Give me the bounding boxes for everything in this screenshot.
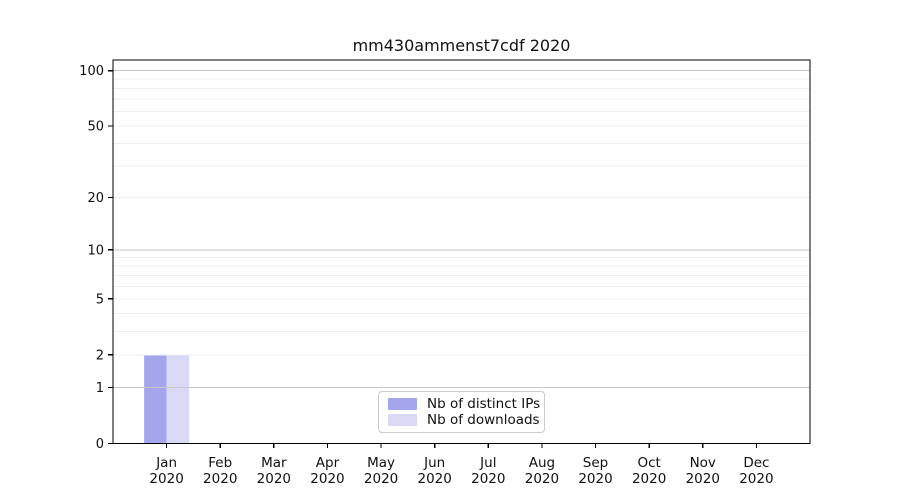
y-tick-label: 5 (96, 292, 104, 307)
legend-swatch-distinct-ips (388, 398, 417, 410)
x-tick-label-year: 2020 (739, 471, 773, 487)
legend: Nb of distinct IPs Nb of downloads (378, 391, 545, 433)
legend-swatch-downloads (388, 414, 417, 426)
x-tick-label-year: 2020 (632, 471, 666, 487)
y-tick-label: 0 (96, 437, 104, 452)
y-tick-label: 10 (87, 243, 104, 258)
x-tick-label-year: 2020 (310, 471, 344, 487)
x-tick-label-year: 2020 (149, 471, 183, 487)
legend-label: Nb of distinct IPs (427, 396, 541, 412)
x-tick-label-year: 2020 (578, 471, 612, 487)
x-tick-label-year: 2020 (418, 471, 452, 487)
x-tick-label-month: Jun (423, 455, 445, 471)
x-tick-label-month: Nov (690, 455, 716, 471)
bar-nb-of-distinct-ips (144, 354, 167, 444)
x-tick-label-month: Jul (479, 455, 496, 471)
chart-title: mm430ammenst7cdf 2020 (352, 36, 571, 55)
x-tick-label-year: 2020 (203, 471, 237, 487)
x-tick-label-month: Aug (529, 455, 555, 471)
bar-nb-of-downloads (166, 354, 190, 444)
x-tick-label-month: Dec (743, 455, 769, 471)
legend-item: Nb of downloads (388, 412, 540, 428)
plot-border (112, 59, 811, 445)
y-tick-label: 2 (96, 348, 104, 363)
x-tick-label-month: Apr (316, 455, 340, 471)
y-tick-label: 1 (96, 381, 104, 396)
y-tick-label: 50 (87, 119, 104, 134)
x-tick-label-month: Oct (637, 455, 660, 471)
legend-label: Nb of downloads (427, 412, 540, 428)
x-tick-label-year: 2020 (257, 471, 291, 487)
x-tick-label-month: Sep (583, 455, 608, 471)
legend-item: Nb of distinct IPs (388, 396, 540, 412)
x-tick-label-year: 2020 (525, 471, 559, 487)
y-tick-label: 20 (87, 191, 104, 206)
x-tick-label-month: May (367, 455, 395, 471)
x-tick-label-month: Jan (155, 455, 177, 471)
x-tick-label-year: 2020 (364, 471, 398, 487)
x-tick-label-year: 2020 (686, 471, 720, 487)
x-tick-label-year: 2020 (471, 471, 505, 487)
y-tick-label: 100 (79, 64, 104, 79)
x-tick-label-month: Mar (261, 455, 287, 471)
x-tick-label-month: Feb (208, 455, 232, 471)
